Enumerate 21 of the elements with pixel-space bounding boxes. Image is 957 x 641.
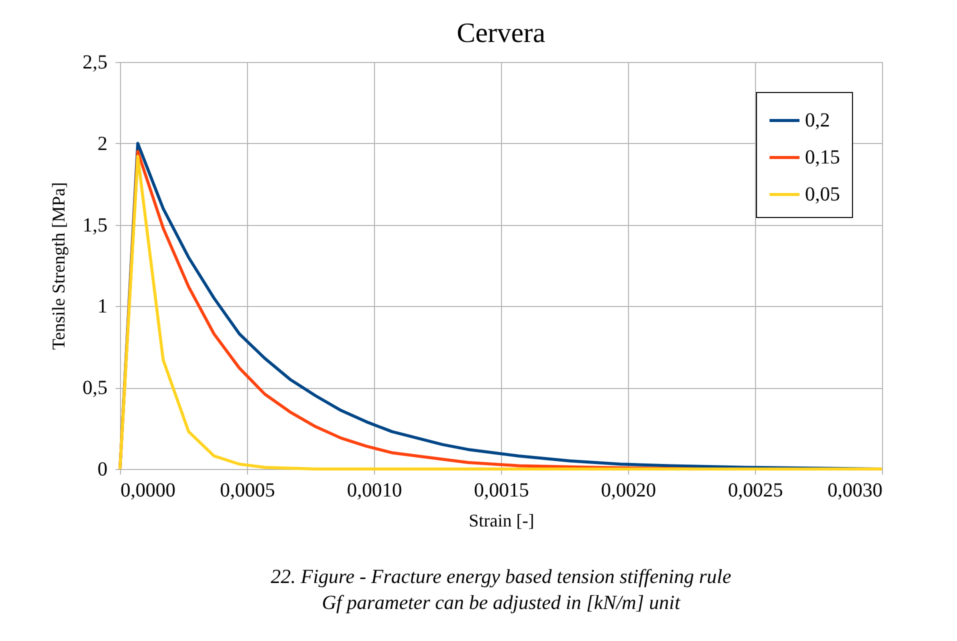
y-tick-label: 1 [98, 296, 108, 318]
chart-title: Cervera [456, 18, 546, 49]
x-tick-label: 0,0030 [828, 480, 882, 502]
legend-label: 0,05 [805, 184, 840, 206]
x-axis-title: Strain [-] [468, 510, 534, 530]
x-tick-label: 0,0010 [347, 480, 402, 502]
y-tick-label: 0,5 [82, 377, 108, 400]
y-tick-label: 2 [98, 132, 108, 155]
x-tick-label: 0,0015 [474, 480, 529, 502]
x-tick-label: 0,0025 [728, 480, 783, 502]
text: 22. Figure - Fracture energy based tension stiffening rule [270, 566, 732, 588]
x-tick-label: 0,0005 [220, 480, 275, 502]
text: Gf parameter can be adjusted in [kN/m] unit [322, 592, 681, 614]
x-tick-label: 0,0020 [601, 480, 656, 502]
y-tick-label: 1,5 [82, 214, 108, 236]
y-tick-label: 2,5 [82, 52, 108, 74]
y-tick-label: 0 [98, 458, 108, 480]
x-tick-label: 0,0000 [120, 480, 176, 502]
y-axis-title: Tensile Strength [MPa] [48, 182, 68, 350]
legend-label: 0,2 [805, 110, 830, 132]
legend-label: 0,15 [805, 146, 840, 168]
